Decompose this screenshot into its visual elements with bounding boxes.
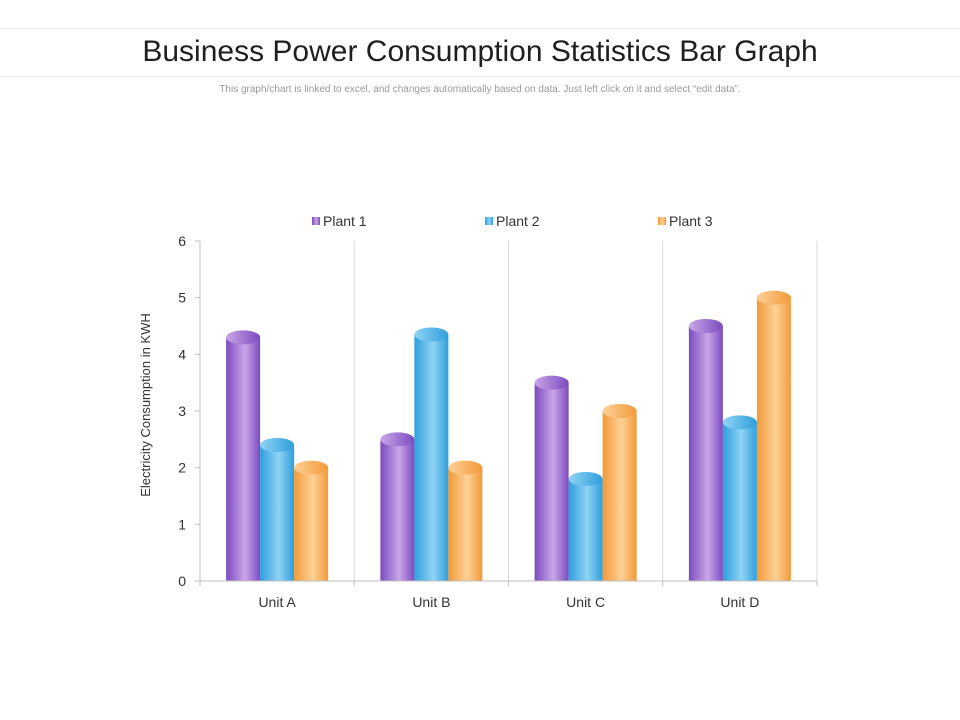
bar <box>688 319 723 581</box>
bar-body <box>756 297 791 581</box>
bar-body <box>260 445 295 581</box>
bar-body <box>568 479 603 581</box>
x-tick-label: Unit C <box>566 594 605 610</box>
bar-body <box>380 439 415 581</box>
bar-body <box>688 326 723 581</box>
legend-label: Plant 2 <box>496 213 540 229</box>
page-subtitle: This graph/chart is linked to excel, and… <box>219 84 741 95</box>
bar-top <box>688 319 723 333</box>
bar-top <box>722 415 757 430</box>
bar-body <box>722 422 757 581</box>
x-tick-label: Unit D <box>720 594 759 610</box>
bar <box>568 472 603 581</box>
y-tick-label: 1 <box>178 516 186 532</box>
legend-item: Plant 3 <box>658 213 713 229</box>
bar-body <box>602 411 637 581</box>
bar-top <box>756 290 791 305</box>
bar-body <box>448 467 483 581</box>
bar-top <box>534 375 569 390</box>
bar-top <box>448 460 483 475</box>
bar <box>414 327 449 581</box>
bar-body <box>534 382 569 581</box>
legend-swatch <box>485 217 493 225</box>
bar <box>756 290 791 581</box>
y-tick-label: 3 <box>178 403 186 419</box>
legend-item: Plant 1 <box>312 213 367 229</box>
x-tick-label: Unit A <box>258 594 296 610</box>
bar-body <box>294 467 329 581</box>
header-band <box>0 28 960 77</box>
bar <box>294 460 329 581</box>
legend-swatch <box>658 217 666 225</box>
bar-top <box>380 432 415 447</box>
x-tick-label: Unit B <box>412 594 450 610</box>
bar-top <box>260 438 295 452</box>
legend-item: Plant 2 <box>485 213 540 229</box>
bar <box>226 330 261 581</box>
legend-label: Plant 3 <box>669 213 713 229</box>
bar <box>534 375 569 581</box>
bar <box>722 415 757 581</box>
bar-top <box>414 327 449 342</box>
y-tick-label: 4 <box>178 346 186 362</box>
bar-top <box>602 404 637 418</box>
bar <box>602 404 637 581</box>
y-axis-label: Electricity Consumption in KWH <box>138 313 153 497</box>
y-tick-label: 0 <box>178 573 186 589</box>
y-tick-label: 5 <box>178 290 186 306</box>
bar-body <box>414 334 449 581</box>
y-tick-label: 2 <box>178 460 186 476</box>
bar-body <box>226 337 261 581</box>
page-title: Business Power Consumption Statistics Ba… <box>142 35 818 68</box>
legend-swatch <box>312 217 320 225</box>
bar-top <box>294 460 329 475</box>
bar <box>260 438 295 581</box>
bar-top <box>568 472 603 486</box>
bar <box>448 460 483 581</box>
y-tick-label: 6 <box>178 233 186 249</box>
bar-top <box>226 330 261 345</box>
bar <box>380 432 415 581</box>
legend-label: Plant 1 <box>323 213 367 229</box>
